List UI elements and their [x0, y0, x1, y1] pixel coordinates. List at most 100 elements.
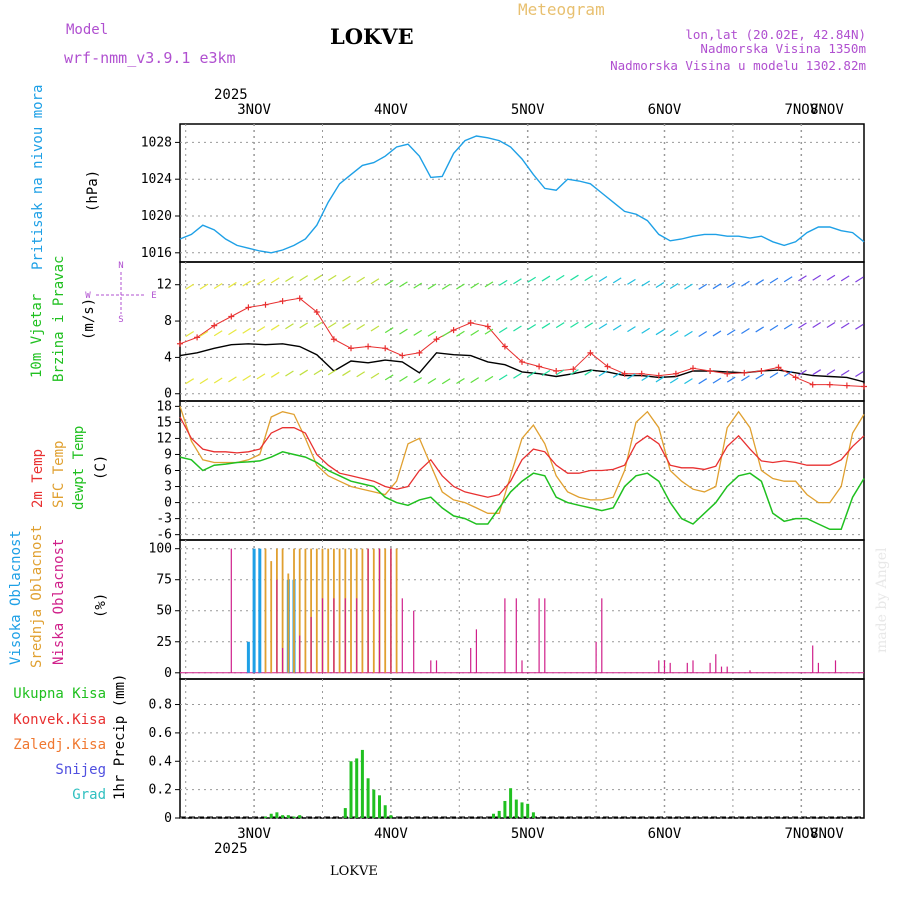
wind-arrow	[313, 321, 323, 328]
wind-arrow	[698, 378, 708, 385]
gust-marker	[604, 363, 611, 370]
gust-marker	[313, 308, 320, 315]
cloud-bar	[252, 548, 256, 673]
gust-marker	[467, 319, 474, 326]
wind-arrow	[256, 278, 266, 285]
cloud-bar	[338, 548, 341, 673]
gust-marker	[826, 381, 833, 388]
wind-arrow	[242, 280, 252, 287]
precip-bar	[366, 778, 370, 818]
t2m-label: 2m Temp	[30, 449, 46, 508]
cloud-bar	[538, 598, 540, 673]
y-tick-label: -6	[156, 528, 172, 543]
precip-bar	[514, 799, 518, 818]
wind-arrow	[527, 276, 537, 283]
wind-arrow	[826, 369, 836, 376]
cloud-bar	[475, 629, 477, 673]
panel-frame	[179, 123, 865, 263]
x-day-label-bottom: 4NOV	[374, 826, 408, 842]
wind-arrow	[840, 322, 850, 329]
wind-arrow	[242, 327, 252, 334]
precip-bar	[383, 805, 387, 818]
precip-bar	[531, 812, 535, 818]
wind-arrow	[755, 326, 765, 333]
cloud-bar	[595, 641, 597, 673]
wind-arrow	[783, 370, 793, 377]
wind-arrow	[256, 326, 266, 333]
wind-arrow	[342, 275, 351, 282]
gust-marker	[672, 370, 679, 377]
wind-arrow	[598, 323, 608, 330]
cloud-bar	[812, 645, 814, 673]
gust-marker	[775, 364, 782, 371]
compass-n: N	[118, 261, 123, 271]
cloud-bar	[521, 660, 523, 673]
wind-arrow	[641, 280, 651, 287]
precip-rain-label: Ukupna Kisa	[13, 686, 106, 702]
wind-arrow	[726, 376, 736, 383]
wind-arrow	[570, 321, 579, 328]
wind-arrow	[213, 283, 223, 290]
compass-s: S	[118, 315, 123, 325]
cloud-bar	[293, 548, 295, 673]
model-name: wrf-nmm_v3.9.1 e3km	[64, 49, 236, 67]
gust-marker	[792, 374, 799, 381]
x-day-label-top: 3NOV	[237, 102, 271, 118]
gust-marker	[262, 301, 269, 308]
cloud-bar	[749, 670, 751, 673]
cloud-bar	[230, 548, 232, 673]
cloud-bar	[504, 598, 506, 673]
wind-arrow	[356, 276, 366, 283]
cloud-bar	[270, 561, 273, 673]
gust-marker	[501, 343, 508, 350]
cloud-bar	[413, 610, 415, 673]
wind-arrow	[598, 370, 608, 377]
y-tick-label: 6	[164, 464, 172, 479]
wind-arrow	[285, 323, 294, 330]
year-top: 2025	[214, 87, 248, 103]
dewpt-line	[179, 451, 865, 531]
wind-arrow	[356, 371, 366, 378]
wind-arrow	[399, 328, 408, 335]
gust-marker	[621, 370, 628, 377]
x-day-label-bottom: 7NOV	[784, 826, 818, 842]
cloud-bar	[401, 598, 403, 673]
wind-arrow	[855, 370, 864, 378]
cloud-bar	[658, 660, 660, 673]
wind-arrow	[555, 369, 565, 376]
precip-bar	[286, 815, 290, 818]
wind-arrow	[427, 330, 437, 337]
wind-arrow	[570, 369, 579, 376]
precip-bar	[520, 802, 524, 818]
wind-arrow	[527, 371, 537, 378]
gust-marker	[348, 345, 354, 352]
cloud-bar	[470, 647, 472, 673]
y-tick-label: 1020	[141, 209, 172, 224]
gust-marker	[433, 336, 440, 343]
wind-arrow	[256, 373, 266, 380]
wind-arrow	[327, 369, 337, 376]
y-tick-label: 1028	[141, 135, 172, 150]
cloud-bar	[299, 635, 301, 673]
y-tick-label: 18	[156, 399, 172, 414]
gust-marker	[399, 352, 406, 359]
wind-arrow	[541, 275, 551, 282]
cloud-bar	[390, 548, 392, 673]
gust-marker	[194, 334, 201, 341]
wind-arrow	[513, 372, 522, 379]
lonlat-text: lon,lat (20.02E, 42.84N)	[685, 27, 866, 42]
cloud-bar	[395, 548, 398, 673]
cloud-bar	[327, 548, 330, 673]
precip-labels: Ukupna Kisa Konvek.Kisa Zaledj.Kisa Snij…	[13, 674, 128, 803]
gust-marker	[382, 345, 389, 352]
wind-arrow	[270, 277, 280, 284]
wind-arrow	[741, 375, 750, 382]
cloud-bar	[692, 660, 694, 673]
precip-unit: 1hr Precip (mm)	[112, 674, 128, 800]
pressure-line	[179, 135, 865, 254]
precip-bar	[389, 815, 393, 818]
cloud-bar	[709, 662, 711, 673]
wind-arrow	[285, 275, 294, 283]
compass-e: E	[151, 291, 156, 301]
x-day-label-bottom: 6NOV	[648, 826, 682, 842]
